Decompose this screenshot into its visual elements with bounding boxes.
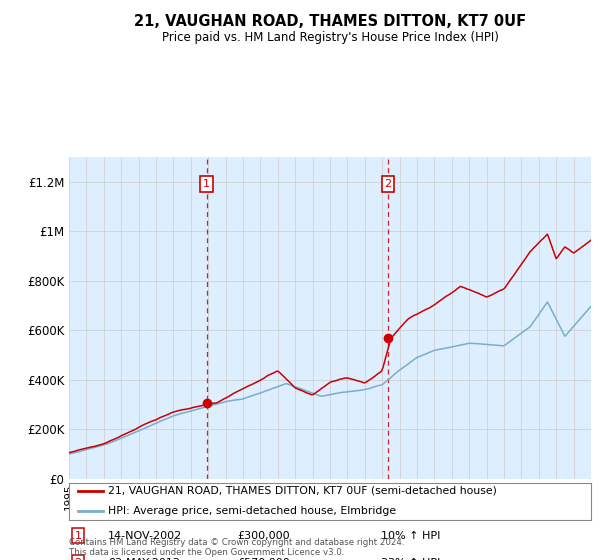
Text: Contains HM Land Registry data © Crown copyright and database right 2024.
This d: Contains HM Land Registry data © Crown c… (69, 538, 404, 557)
Text: 21, VAUGHAN ROAD, THAMES DITTON, KT7 0UF: 21, VAUGHAN ROAD, THAMES DITTON, KT7 0UF (134, 14, 526, 29)
Text: Price paid vs. HM Land Registry's House Price Index (HPI): Price paid vs. HM Land Registry's House … (161, 31, 499, 44)
Text: 21, VAUGHAN ROAD, THAMES DITTON, KT7 0UF (semi-detached house): 21, VAUGHAN ROAD, THAMES DITTON, KT7 0UF… (108, 486, 497, 496)
Text: 03-MAY-2013: 03-MAY-2013 (108, 558, 180, 560)
Text: 2: 2 (74, 558, 82, 560)
Text: 33% ↑ HPI: 33% ↑ HPI (381, 558, 440, 560)
Text: 1: 1 (203, 179, 210, 189)
Text: 10% ↑ HPI: 10% ↑ HPI (381, 531, 440, 541)
Text: £570,000: £570,000 (237, 558, 290, 560)
Text: 2: 2 (385, 179, 392, 189)
Text: £300,000: £300,000 (237, 531, 290, 541)
Text: 1: 1 (74, 531, 82, 541)
Text: 14-NOV-2002: 14-NOV-2002 (108, 531, 182, 541)
Text: HPI: Average price, semi-detached house, Elmbridge: HPI: Average price, semi-detached house,… (108, 506, 396, 516)
